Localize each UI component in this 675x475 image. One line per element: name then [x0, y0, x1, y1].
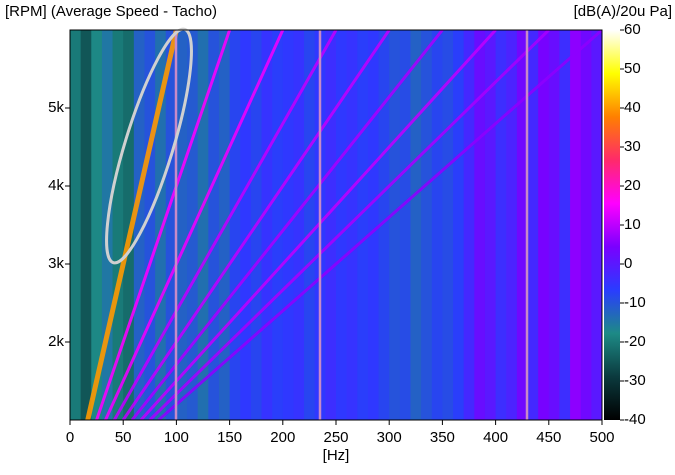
spectrum-column: [346, 30, 358, 420]
spectrum-column: [293, 30, 305, 420]
spectrum-column: [378, 30, 390, 420]
colorbar-tick-label: -30: [624, 372, 646, 389]
colorbar-tick-label: 50: [624, 60, 641, 77]
spectrum-column: [548, 30, 560, 420]
spectrum-column: [229, 30, 241, 420]
spectrum-column: [208, 30, 220, 420]
spectrum-column: [442, 30, 454, 420]
colorbar-tick-label: -20: [624, 333, 646, 350]
spectrum-column: [516, 30, 529, 420]
x-tick-label: 300: [377, 429, 402, 446]
highlight-ellipse: [105, 27, 193, 265]
spectrum-column: [570, 30, 582, 420]
order-line: [139, 30, 497, 420]
x-tick-label: 200: [270, 429, 295, 446]
x-tick-label: 500: [589, 429, 614, 446]
spectrum-column: [80, 30, 92, 420]
spectrum-column: [357, 30, 369, 420]
spectrum-column: [176, 30, 188, 420]
spectrum-column: [421, 30, 433, 420]
spectrum-column: [474, 30, 486, 420]
spectrum-column: [240, 30, 252, 420]
spectrum-column: [431, 30, 443, 420]
order-line: [148, 30, 550, 420]
colorbar-tick-label: 30: [624, 138, 641, 155]
spectrum-column: [197, 30, 209, 420]
order-line: [121, 30, 391, 420]
y-tick-label: 5k: [48, 99, 64, 116]
order-line: [85, 30, 179, 420]
spectrum-column: [325, 30, 337, 420]
y-tick-label: 4k: [48, 177, 64, 194]
spectrum-column: [463, 30, 475, 420]
spectrum-column: [70, 30, 82, 420]
spectrum-column: [123, 30, 135, 420]
colorbar-tick-label: -10: [624, 294, 646, 311]
x-tick-label: 150: [217, 429, 242, 446]
spectrum-column: [538, 30, 550, 420]
order-line: [130, 30, 444, 420]
spectrum-column: [389, 30, 401, 420]
spectrum-column: [112, 30, 124, 420]
spectrum-column: [527, 30, 539, 420]
spectrum-column: [144, 30, 156, 420]
colorbar-tick-label: 40: [624, 99, 641, 116]
spectrum-column: [453, 30, 465, 420]
spectrum-column: [304, 30, 316, 420]
colorbar-tick-label: 10: [624, 216, 641, 233]
spectrum-column: [580, 30, 592, 420]
spectrum-column: [367, 30, 380, 420]
x-tick-label: 50: [115, 429, 132, 446]
x-tick-label: 0: [66, 429, 74, 446]
spectrum-column: [336, 30, 348, 420]
colorbar-tick-label: 60: [624, 21, 641, 38]
x-tick-label: 450: [536, 429, 561, 446]
spectrum-column: [484, 30, 497, 420]
colorbar: [604, 30, 620, 420]
x-tick-label: 350: [430, 429, 455, 446]
spectrum-column: [410, 30, 422, 420]
plot-area: [70, 30, 602, 420]
spectrum-column: [399, 30, 411, 420]
overlay: [105, 27, 529, 420]
x-tick-label: 250: [323, 429, 348, 446]
spectrum-column: [272, 30, 284, 420]
x-tick-label: 100: [164, 429, 189, 446]
colorbar-tick-label: 0: [624, 255, 632, 272]
colorbar-label: [dB(A)/20u Pa]: [574, 3, 672, 20]
order-line: [104, 30, 285, 420]
y-axis-label: [RPM] (Average Speed - Tacho): [5, 3, 217, 20]
order-line: [113, 30, 338, 420]
spectrum-column: [495, 30, 507, 420]
colorbar-tick-label: 20: [624, 177, 641, 194]
spectrum-column: [506, 30, 518, 420]
x-axis-label: [Hz]: [323, 447, 350, 464]
y-tick-label: 3k: [48, 255, 64, 272]
x-tick-label: 400: [483, 429, 508, 446]
order-line: [95, 30, 232, 420]
spectrum-column: [591, 30, 602, 420]
spectrum-column: [91, 30, 103, 420]
y-tick-label: 2k: [48, 333, 64, 350]
plot-frame: [69, 29, 603, 421]
spectrum-column: [261, 30, 273, 420]
spectrum-column: [155, 30, 167, 420]
spectrum-column: [133, 30, 145, 420]
spectrum-column: [559, 30, 571, 420]
colorbar-tick-label: -40: [624, 411, 646, 428]
spectrum-column: [165, 30, 177, 420]
